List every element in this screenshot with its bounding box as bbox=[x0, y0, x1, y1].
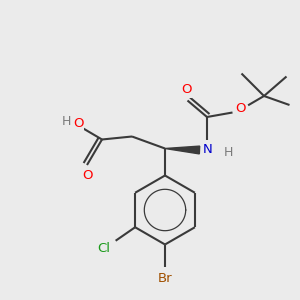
Text: O: O bbox=[73, 117, 83, 130]
Text: N: N bbox=[203, 143, 212, 157]
Text: Cl: Cl bbox=[98, 242, 111, 255]
Text: O: O bbox=[82, 169, 92, 182]
Text: O: O bbox=[235, 102, 245, 116]
Text: H: H bbox=[224, 146, 233, 159]
Polygon shape bbox=[165, 146, 200, 154]
Text: O: O bbox=[181, 83, 191, 97]
Text: Br: Br bbox=[158, 272, 172, 285]
Text: H: H bbox=[61, 115, 71, 128]
